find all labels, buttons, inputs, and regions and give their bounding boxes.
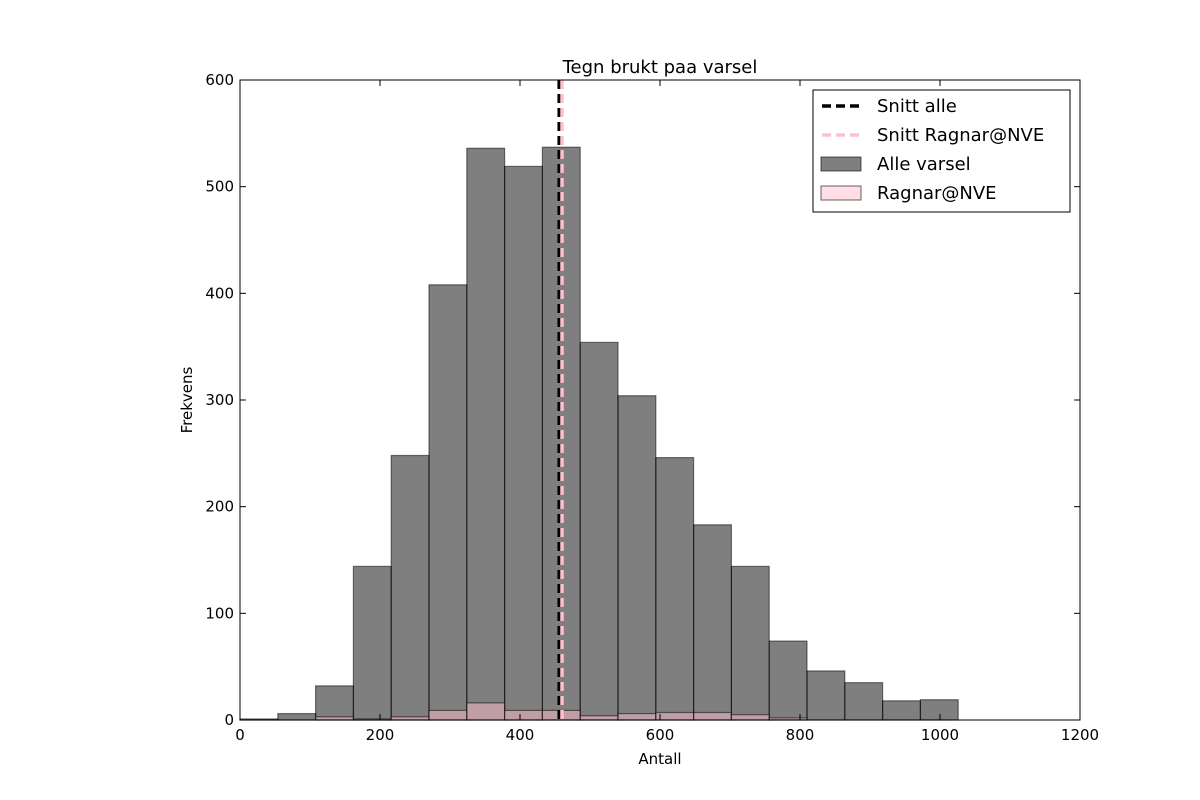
x-tick-label: 400: [506, 726, 535, 744]
bar-alle-varsel: [730, 565, 770, 721]
legend-label: Snitt alle: [877, 96, 957, 117]
y-tick-label: 100: [205, 604, 234, 622]
bar-alle-varsel: [428, 284, 468, 721]
x-tick-label: 800: [786, 726, 815, 744]
bar-alle-varsel: [466, 147, 506, 721]
bar-alle-varsel: [881, 700, 921, 721]
y-tick-label: 200: [205, 498, 234, 516]
legend-label: Ragnar@NVE: [877, 183, 997, 204]
x-tick-label: 600: [646, 726, 675, 744]
chart-title: Tegn brukt paa varsel: [562, 57, 758, 78]
bar-alle-varsel: [844, 682, 884, 721]
y-tick-label: 300: [205, 391, 234, 409]
bar-ragnar: [466, 702, 506, 721]
legend-swatch-ragnar: [820, 185, 862, 201]
bar-alle-varsel: [315, 685, 355, 721]
y-tick-label: 400: [205, 284, 234, 302]
bar-alle-varsel: [579, 341, 619, 721]
y-tick-label: 600: [205, 71, 234, 89]
bar-alle-varsel: [806, 670, 846, 721]
x-tick-label: 0: [235, 726, 245, 744]
bar-ragnar: [730, 714, 770, 721]
bar-ragnar: [692, 711, 732, 721]
bar-alle-varsel: [692, 524, 732, 721]
y-tick-label: 0: [224, 711, 234, 729]
bar-ragnar: [579, 715, 619, 721]
bar-alle-varsel: [390, 454, 430, 721]
x-tick-label: 1200: [1061, 726, 1099, 744]
bar-ragnar: [504, 709, 544, 721]
y-tick-label: 500: [205, 178, 234, 196]
legend: Snitt alle Snitt Ragnar@NVE Alle varsel Rag…: [812, 89, 1071, 213]
legend-label: Alle varsel: [877, 154, 971, 175]
bars-alle-varsel: [239, 146, 959, 721]
bar-alle-varsel: [655, 457, 695, 721]
bar-alle-varsel: [919, 699, 959, 721]
x-axis-label: Antall: [638, 750, 681, 768]
bar-alle-varsel: [504, 165, 544, 721]
bar-alle-varsel: [277, 712, 317, 721]
legend-swatch-alle-varsel: [820, 156, 862, 172]
bar-alle-varsel: [617, 395, 657, 721]
bar-alle-varsel: [768, 640, 808, 721]
y-axis-label: Frekvens: [178, 366, 196, 433]
x-tick-label: 1000: [921, 726, 959, 744]
legend-label: Snitt Ragnar@NVE: [877, 125, 1044, 146]
x-tick-label: 200: [366, 726, 395, 744]
bar-alle-varsel: [352, 565, 392, 721]
bar-ragnar: [428, 709, 468, 721]
axis-ticks: 0 200 400 600 800 1000 1200 0 100 200 300 400 500 600: [205, 71, 1099, 744]
bar-ragnar: [617, 712, 657, 721]
mean-lines: [557, 80, 564, 720]
bar-ragnar: [655, 711, 695, 721]
